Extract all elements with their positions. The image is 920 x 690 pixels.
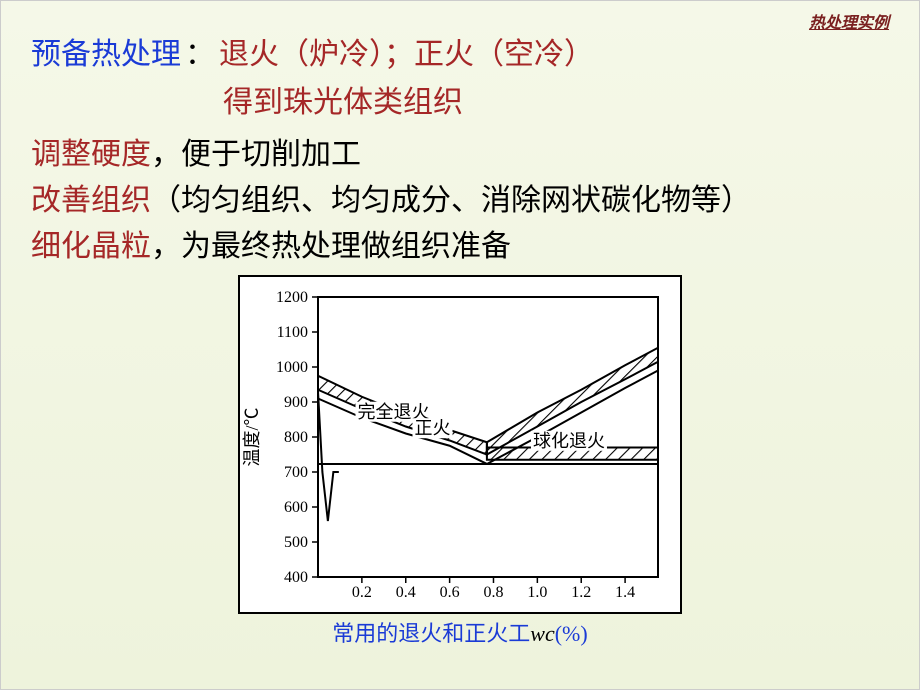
svg-text:0.4: 0.4: [396, 584, 416, 601]
svg-text:1.4: 1.4: [615, 584, 635, 601]
chart-caption: 常用的退火和正火工wc(%): [332, 616, 587, 648]
svg-text:900: 900: [284, 394, 308, 411]
phase-diagram-chart: 400 500 600 700 800 900 1000 1100 1200 温度/℃ 0.2 0.4…: [238, 275, 682, 614]
svg-text:0.2: 0.2: [352, 584, 372, 601]
svg-text:1100: 1100: [277, 324, 308, 341]
line1-rest: 退火（炉冷）；正火（空冷）: [219, 38, 594, 71]
line4-rest: （均匀组织、均匀成分、消除网状碳化物等）: [151, 184, 751, 217]
svg-text:球化退火: 球化退火: [533, 431, 605, 451]
line5-lead: 细化晶粒: [31, 230, 151, 263]
svg-text:1200: 1200: [276, 289, 308, 306]
svg-text:1000: 1000: [276, 359, 308, 376]
chart-svg: 400 500 600 700 800 900 1000 1100 1200 温度/℃ 0.2 0.4…: [240, 277, 680, 607]
line-1: 预备热处理：退火（炉冷）；正火（空冷）: [31, 29, 889, 73]
svg-text:正火: 正火: [415, 418, 451, 438]
svg-text:400: 400: [284, 569, 308, 586]
svg-text:0.6: 0.6: [440, 584, 460, 601]
line3-lead: 调整硬度: [31, 138, 151, 171]
svg-text:1.2: 1.2: [571, 584, 591, 601]
svg-text:500: 500: [284, 534, 308, 551]
svg-text:温度/℃: 温度/℃: [242, 407, 262, 466]
slide-header: 热处理实例: [809, 9, 889, 33]
svg-text:600: 600: [284, 499, 308, 516]
line-4: 改善组织（均匀组织、均匀成分、消除网状碳化物等）: [31, 175, 889, 219]
chart-container: 400 500 600 700 800 900 1000 1100 1200 温度/℃ 0.2 0.4…: [31, 275, 889, 648]
line4-lead: 改善组织: [31, 184, 151, 217]
line5-rest: ，为最终热处理做组织准备: [151, 230, 511, 263]
svg-text:1.0: 1.0: [527, 584, 547, 601]
svg-text:800: 800: [284, 429, 308, 446]
caption-suffix: (%): [555, 621, 588, 646]
caption-wc: wc: [530, 621, 554, 646]
line-2: 得到珠光体类组织: [223, 77, 889, 121]
caption-prefix: 常用的退火和正火工: [332, 621, 530, 646]
svg-text:700: 700: [284, 464, 308, 481]
colon: ：: [185, 38, 215, 71]
svg-text:0.8: 0.8: [483, 584, 503, 601]
line-3: 调整硬度，便于切削加工: [31, 129, 889, 173]
line-5: 细化晶粒，为最终热处理做组织准备: [31, 221, 889, 265]
content-area: 预备热处理：退火（炉冷）；正火（空冷） 得到珠光体类组织 调整硬度，便于切削加工…: [1, 1, 919, 648]
pre-heat-label: 预备热处理: [31, 38, 181, 71]
line3-rest: ，便于切削加工: [151, 138, 361, 171]
